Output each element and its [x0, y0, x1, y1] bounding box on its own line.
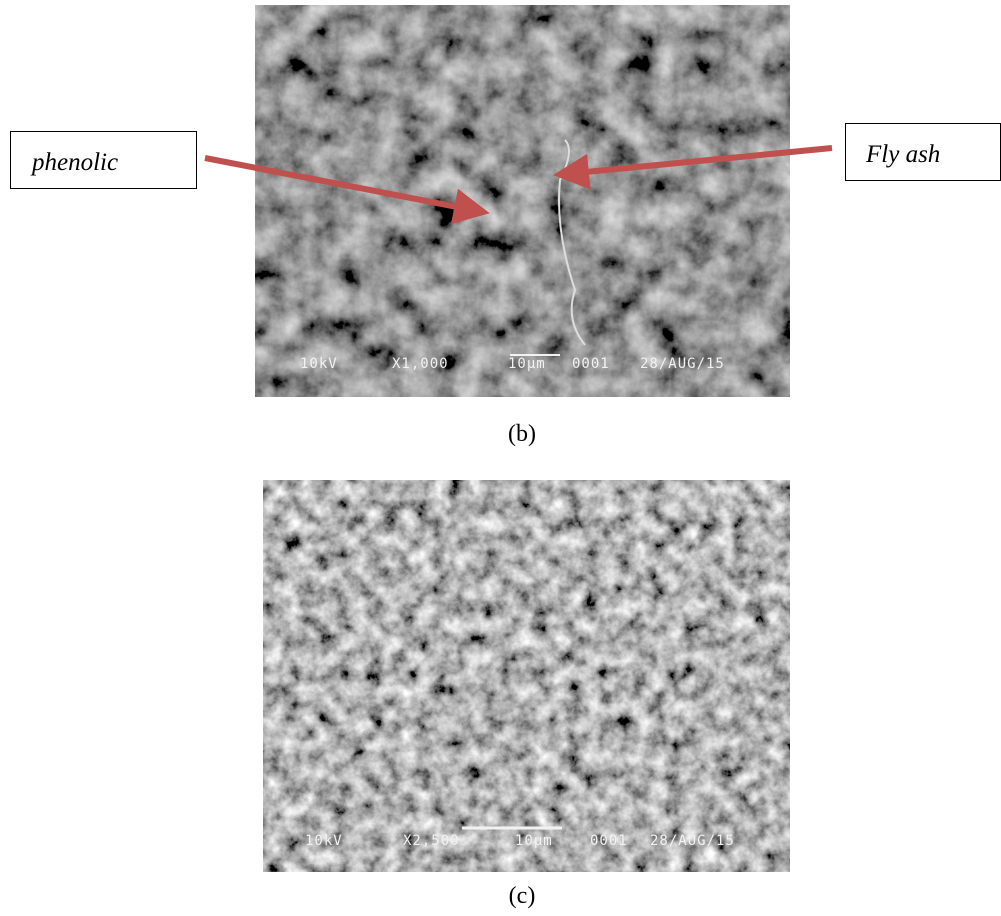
annotation: Fly ash [865, 141, 940, 168]
overlay-text: 10µm [515, 833, 553, 849]
panel-label: (c) [509, 883, 536, 909]
annotation: phenolic [30, 149, 118, 176]
overlay-text: 10kV [305, 833, 343, 849]
figure: 10kV X1,000 10µm 0001 28/AUG/15 phenolic… [0, 0, 1001, 916]
sem-texture [263, 480, 790, 872]
overlay-text: X1,000 [392, 356, 449, 372]
overlay-text: 0001 [572, 356, 610, 372]
overlay-text: 28/AUG/15 [650, 833, 735, 849]
overlay-text: 10µm [508, 356, 546, 372]
overlay-text: 0001 [590, 833, 628, 849]
overlay-text: 28/AUG/15 [640, 356, 725, 372]
overlay-text: X2,500 [403, 833, 460, 849]
panel-label: (b) [508, 421, 536, 447]
sem-texture [255, 5, 790, 397]
overlay-text: 10kV [300, 356, 338, 372]
